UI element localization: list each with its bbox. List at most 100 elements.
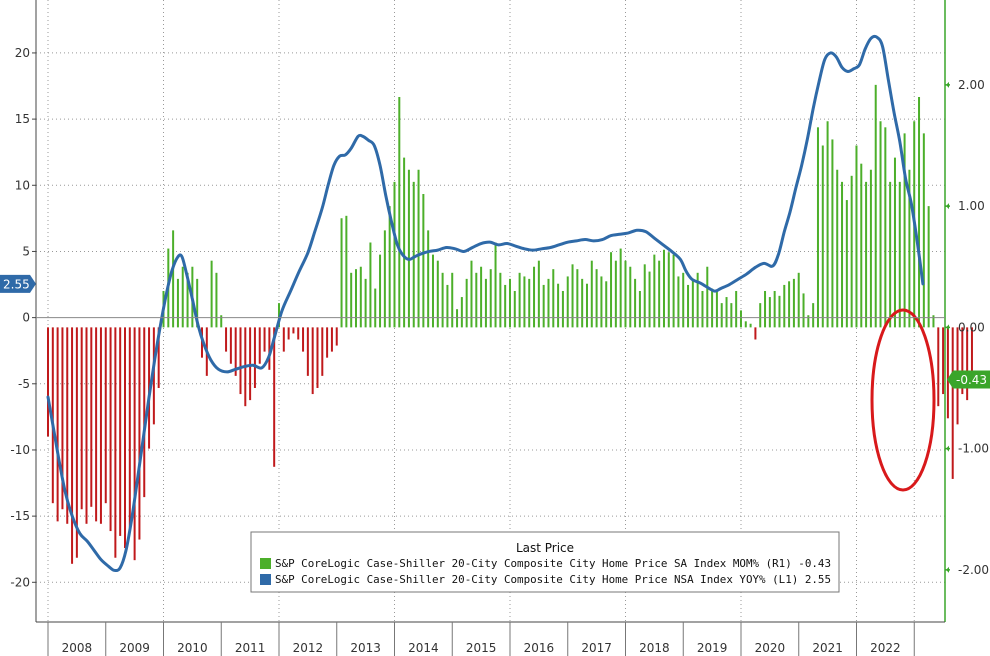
mom-bar (258, 327, 261, 364)
left-last-value-label: 2.55 (3, 277, 30, 291)
mom-bar (326, 327, 329, 358)
mom-bar (85, 327, 88, 524)
left-tick-label: 5 (22, 244, 30, 258)
legend-swatch-mom (260, 558, 271, 569)
year-label: 2012 (293, 641, 324, 655)
mom-bar (330, 327, 333, 352)
mom-bar (369, 242, 372, 328)
mom-bar (600, 276, 603, 328)
mom-bar (75, 327, 78, 558)
left-tick-label: -20 (10, 575, 30, 589)
left-tick-label: -15 (10, 509, 30, 523)
mom-bar (484, 278, 487, 328)
mom-bar (533, 266, 536, 328)
mom-bar (667, 252, 670, 328)
mom-bar (749, 323, 752, 328)
mom-bar (845, 200, 848, 328)
left-tick-label: 20 (15, 46, 30, 60)
mom-bar (687, 284, 690, 328)
left-tick-label: 15 (15, 112, 30, 126)
year-label: 2017 (581, 641, 612, 655)
mom-bar (677, 276, 680, 328)
mom-bar (764, 290, 767, 328)
mom-bar (893, 157, 896, 328)
right-tick-arrow (946, 566, 949, 573)
mom-bar (691, 278, 694, 328)
mom-bar (816, 127, 819, 328)
mom-bar (638, 290, 641, 328)
mom-bar (812, 303, 815, 328)
left-tick-label: -5 (18, 377, 30, 391)
mom-bar (518, 272, 521, 328)
mom-bar (970, 327, 973, 380)
mom-bar (619, 248, 622, 328)
mom-bar (595, 269, 598, 328)
mom-bar (249, 327, 252, 401)
mom-bar (181, 266, 184, 328)
mom-bar (662, 249, 665, 328)
mom-bar (465, 278, 468, 328)
mom-bar (470, 260, 473, 328)
mom-bar (571, 264, 574, 328)
mom-bar (672, 254, 675, 328)
mom-bar (451, 272, 454, 328)
mom-bar (364, 278, 367, 328)
mom-bar (239, 327, 242, 395)
mom-bar (773, 290, 776, 328)
mom-bar (460, 297, 463, 328)
mom-bar (99, 327, 102, 524)
mom-bar (71, 327, 74, 564)
mom-bar (292, 327, 295, 334)
right-tick-label: 1.00 (958, 199, 985, 213)
mom-bar (537, 260, 540, 328)
mom-bar (542, 284, 545, 328)
mom-bar (576, 269, 579, 328)
mom-bar (739, 310, 742, 328)
mom-bar (711, 288, 714, 328)
year-label: 2015 (466, 641, 497, 655)
mom-bar (768, 297, 771, 328)
right-tick-arrow (946, 324, 949, 331)
mom-bar (634, 278, 637, 328)
mom-bar (345, 215, 348, 328)
mom-bar (946, 327, 949, 419)
mom-bar (783, 284, 786, 328)
mom-bar (157, 327, 160, 388)
mom-bar (383, 230, 386, 328)
mom-bar (138, 327, 141, 540)
mom-bar (966, 327, 969, 401)
mom-bar (225, 327, 228, 352)
mom-bar (114, 327, 117, 558)
mom-bar (456, 309, 459, 328)
mom-bar (176, 278, 179, 328)
mom-bar (720, 303, 723, 328)
mom-bar (706, 266, 709, 328)
mom-bar (725, 297, 728, 328)
mom-bar (744, 321, 747, 328)
mom-bar (927, 206, 930, 328)
mom-bar (499, 272, 502, 328)
mom-bar (932, 315, 935, 328)
mom-bar (422, 194, 425, 328)
mom-bar (124, 327, 126, 549)
mom-bar (908, 169, 911, 328)
mom-bar (412, 181, 415, 328)
mom-bar (629, 266, 632, 328)
mom-bar (427, 230, 430, 328)
year-label: 2011 (235, 641, 266, 655)
mom-bar (797, 272, 800, 328)
mom-bar (942, 327, 945, 395)
mom-bar (172, 230, 175, 328)
mom-bar (109, 327, 112, 532)
mom-bar (754, 327, 757, 340)
year-label: 2021 (812, 641, 843, 655)
mom-bar (359, 266, 362, 328)
mom-bar (398, 97, 401, 328)
mom-bar (297, 327, 300, 340)
mom-bar (730, 303, 733, 328)
year-label: 2009 (119, 641, 150, 655)
mom-bar (234, 327, 237, 376)
mom-bar (186, 272, 189, 328)
highlight-circle (870, 308, 936, 492)
left-tick-label: 0 (22, 311, 30, 325)
